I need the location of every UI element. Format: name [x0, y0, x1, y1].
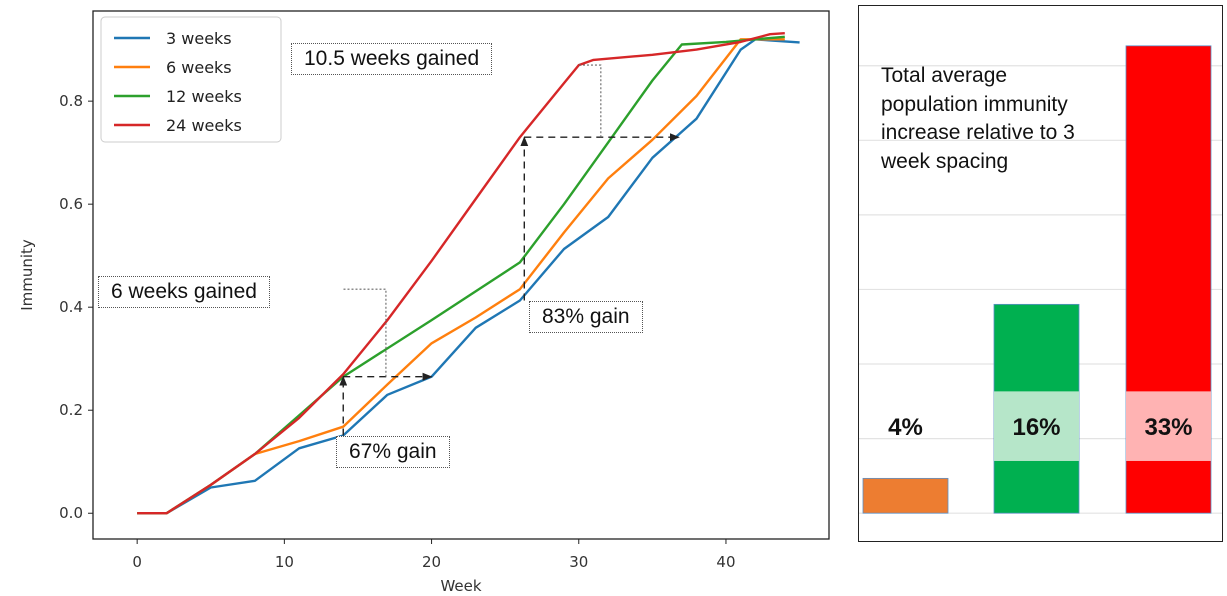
y-tick-label: 0.2	[59, 401, 83, 419]
legend-box	[100, 16, 282, 143]
legend-label: 24 weeks	[166, 116, 242, 135]
x-axis-label: Week	[440, 577, 481, 595]
immunity-increase-bar-panel: 4% 16% 33% Total average population immuni…	[858, 5, 1223, 542]
x-tick-label: 10	[275, 553, 294, 571]
y-tick-label: 0.8	[59, 92, 83, 110]
y-tick-label: 0.6	[59, 195, 83, 213]
immunity-increase-bar-chart: 4% 16% 33%	[859, 45, 1222, 514]
legend-label: 12 weeks	[166, 87, 242, 106]
leader-10-5-weeks	[578, 64, 602, 138]
series-line-24-weeks	[137, 32, 785, 515]
annotation-83-gain: 83% gain	[529, 301, 643, 333]
bar-chart-title: Total average population immunity increa…	[881, 64, 1075, 173]
x-tick-label: 0	[132, 553, 142, 571]
plot-frame	[92, 10, 830, 540]
x-tick-label: 30	[569, 553, 588, 571]
series-line-3-weeks	[137, 38, 800, 515]
y-axis-label: Immunity	[18, 239, 36, 311]
annotation-67-gain: 67% gain	[336, 436, 450, 468]
bar-label-band-3	[1126, 391, 1211, 461]
annotation-10-5-weeks-gained: 10.5 weeks gained	[291, 43, 493, 75]
legend-label: 6 weeks	[166, 58, 232, 77]
immunity-line-chart: 0 10 20 30 40 0.0 0.2 0.4 0.6 0.8 Week Immunity 3 we…	[18, 10, 830, 595]
annotation-6-weeks-gained: 6 weeks gained	[98, 276, 270, 308]
legend: 3 weeks 6 weeks 12 weeks 24 weeks	[100, 16, 282, 143]
x-tick-label: 40	[716, 553, 735, 571]
y-tick-label: 0.4	[59, 298, 83, 316]
bar-data-label-2: 16%	[1012, 414, 1060, 441]
bar-data-label-3: 33%	[1144, 414, 1192, 441]
leader-6-weeks	[343, 288, 387, 377]
bar-1	[862, 477, 949, 514]
legend-label: 3 weeks	[166, 29, 232, 48]
y-tick-label: 0.0	[59, 504, 83, 522]
x-tick-label: 20	[422, 553, 441, 571]
bar-label-band-2	[994, 391, 1079, 461]
bar-data-label-1: 4%	[888, 414, 923, 441]
